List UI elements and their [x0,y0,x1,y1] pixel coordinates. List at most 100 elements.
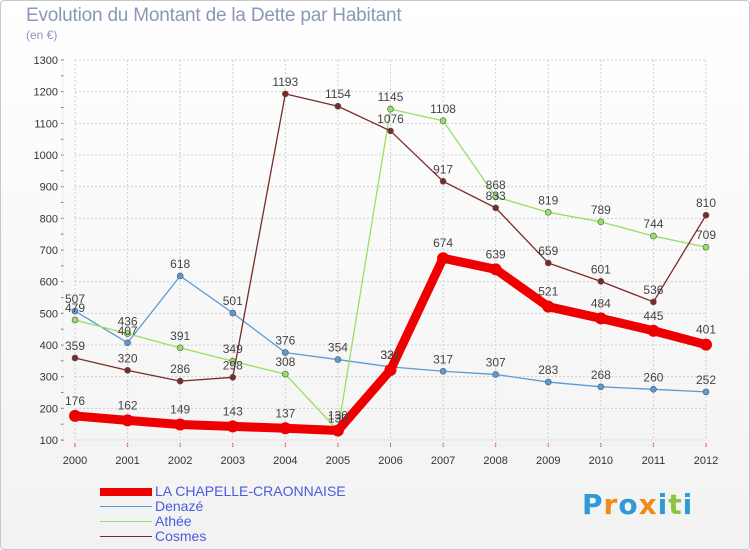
data-label: 709 [696,228,716,242]
data-point [437,252,450,265]
data-point [282,90,289,98]
data-label: 536 [643,283,663,297]
data-point [121,414,134,427]
logo-letter: t [668,488,683,521]
x-tick-label: 2010 [589,455,613,467]
data-point [542,300,555,313]
y-tick-label: 700 [40,245,58,257]
data-point [702,388,710,396]
data-label: 130 [328,409,348,423]
data-label: 283 [538,363,558,377]
data-point [492,204,499,212]
data-point [71,354,79,362]
data-label: 833 [486,189,506,203]
y-tick-label: 1100 [34,118,58,130]
x-tick-label: 2008 [483,455,507,467]
data-label: 507 [65,292,85,306]
data-point [544,378,552,386]
data-label: 1076 [377,112,404,126]
data-label: 143 [223,404,243,418]
data-label: 359 [65,339,85,353]
data-label: 252 [696,373,716,387]
data-point [594,312,607,325]
data-label: 639 [486,247,506,261]
data-label: 407 [118,324,138,338]
data-label: 130 [328,412,348,426]
x-tick-label: 2005 [326,455,350,467]
data-label: 149 [170,402,190,416]
data-point [647,324,660,337]
data-label: 521 [538,285,558,299]
data-label: 445 [643,309,663,323]
y-tick-label: 1200 [34,87,58,99]
data-label: 162 [118,398,138,412]
data-label: 659 [538,244,558,258]
data-point [702,243,710,251]
series-lines [69,90,712,437]
data-label: 1108 [430,102,456,116]
data-label: 307 [486,355,506,369]
chart-title: Evolution du Montant de la Dette par Hab… [26,5,402,26]
y-tick-label: 900 [40,182,58,194]
data-label: 618 [170,257,190,271]
data-label: 401 [696,323,716,337]
data-label: 298 [223,358,243,372]
x-tick-label: 2009 [536,455,560,467]
data-label: 320 [118,351,138,365]
data-label: 286 [170,362,190,376]
logo-letter: i [682,488,694,521]
legend-label: Athée [155,513,192,529]
data-label: 601 [591,262,611,276]
data-point [226,420,239,433]
data-point [439,117,447,125]
data-label: 436 [118,315,138,329]
data-point [176,344,184,352]
x-tick-label: 2000 [63,455,87,467]
data-point [69,409,81,422]
data-point [176,272,184,280]
data-label: 260 [643,370,663,384]
data-point [492,193,499,201]
data-label: 176 [65,394,85,408]
data-point [544,259,552,267]
data-label: 354 [328,341,348,355]
y-tick-label: 1300 [34,55,58,67]
data-label: 868 [486,178,506,192]
axes: 100 200 300 400 500 600 700 800 900 1000 1100 1200 1… [34,55,719,467]
data-label: 744 [643,217,663,231]
data-label: 349 [223,342,243,356]
legend-swatch [100,488,152,496]
data-point [597,278,605,285]
data-point [492,371,499,378]
data-point [229,309,237,317]
legend-swatch [100,521,152,522]
data-point [334,356,342,363]
data-point [71,316,79,324]
data-point [124,339,131,347]
data-point [650,232,657,240]
data-label: 331 [380,348,400,362]
x-tick-label: 2004 [273,455,297,467]
data-label: 321 [380,348,400,362]
legend-swatch [100,506,152,507]
data-label: 1145 [378,90,404,104]
data-point [544,209,552,216]
data-point [124,367,131,374]
x-tick-label: 2007 [431,455,455,467]
y-tick-label: 1000 [34,150,58,162]
legend-label: Denazé [155,498,204,514]
data-label: 674 [433,236,453,250]
data-point [174,418,187,431]
data-point [700,338,712,351]
data-label: 789 [591,203,611,217]
data-point [282,349,289,356]
x-tick-label: 2006 [378,455,402,467]
data-label: 484 [591,296,611,310]
logo-letter: x [638,488,658,521]
data-point [597,218,605,226]
x-tick-label: 2002 [168,455,192,467]
data-labels: 507 407 618 501 376 354 331 317 307 283 268 260 252 4… [65,75,716,426]
chart-subtitle: (en €) [26,28,58,42]
data-label: 810 [696,196,716,210]
